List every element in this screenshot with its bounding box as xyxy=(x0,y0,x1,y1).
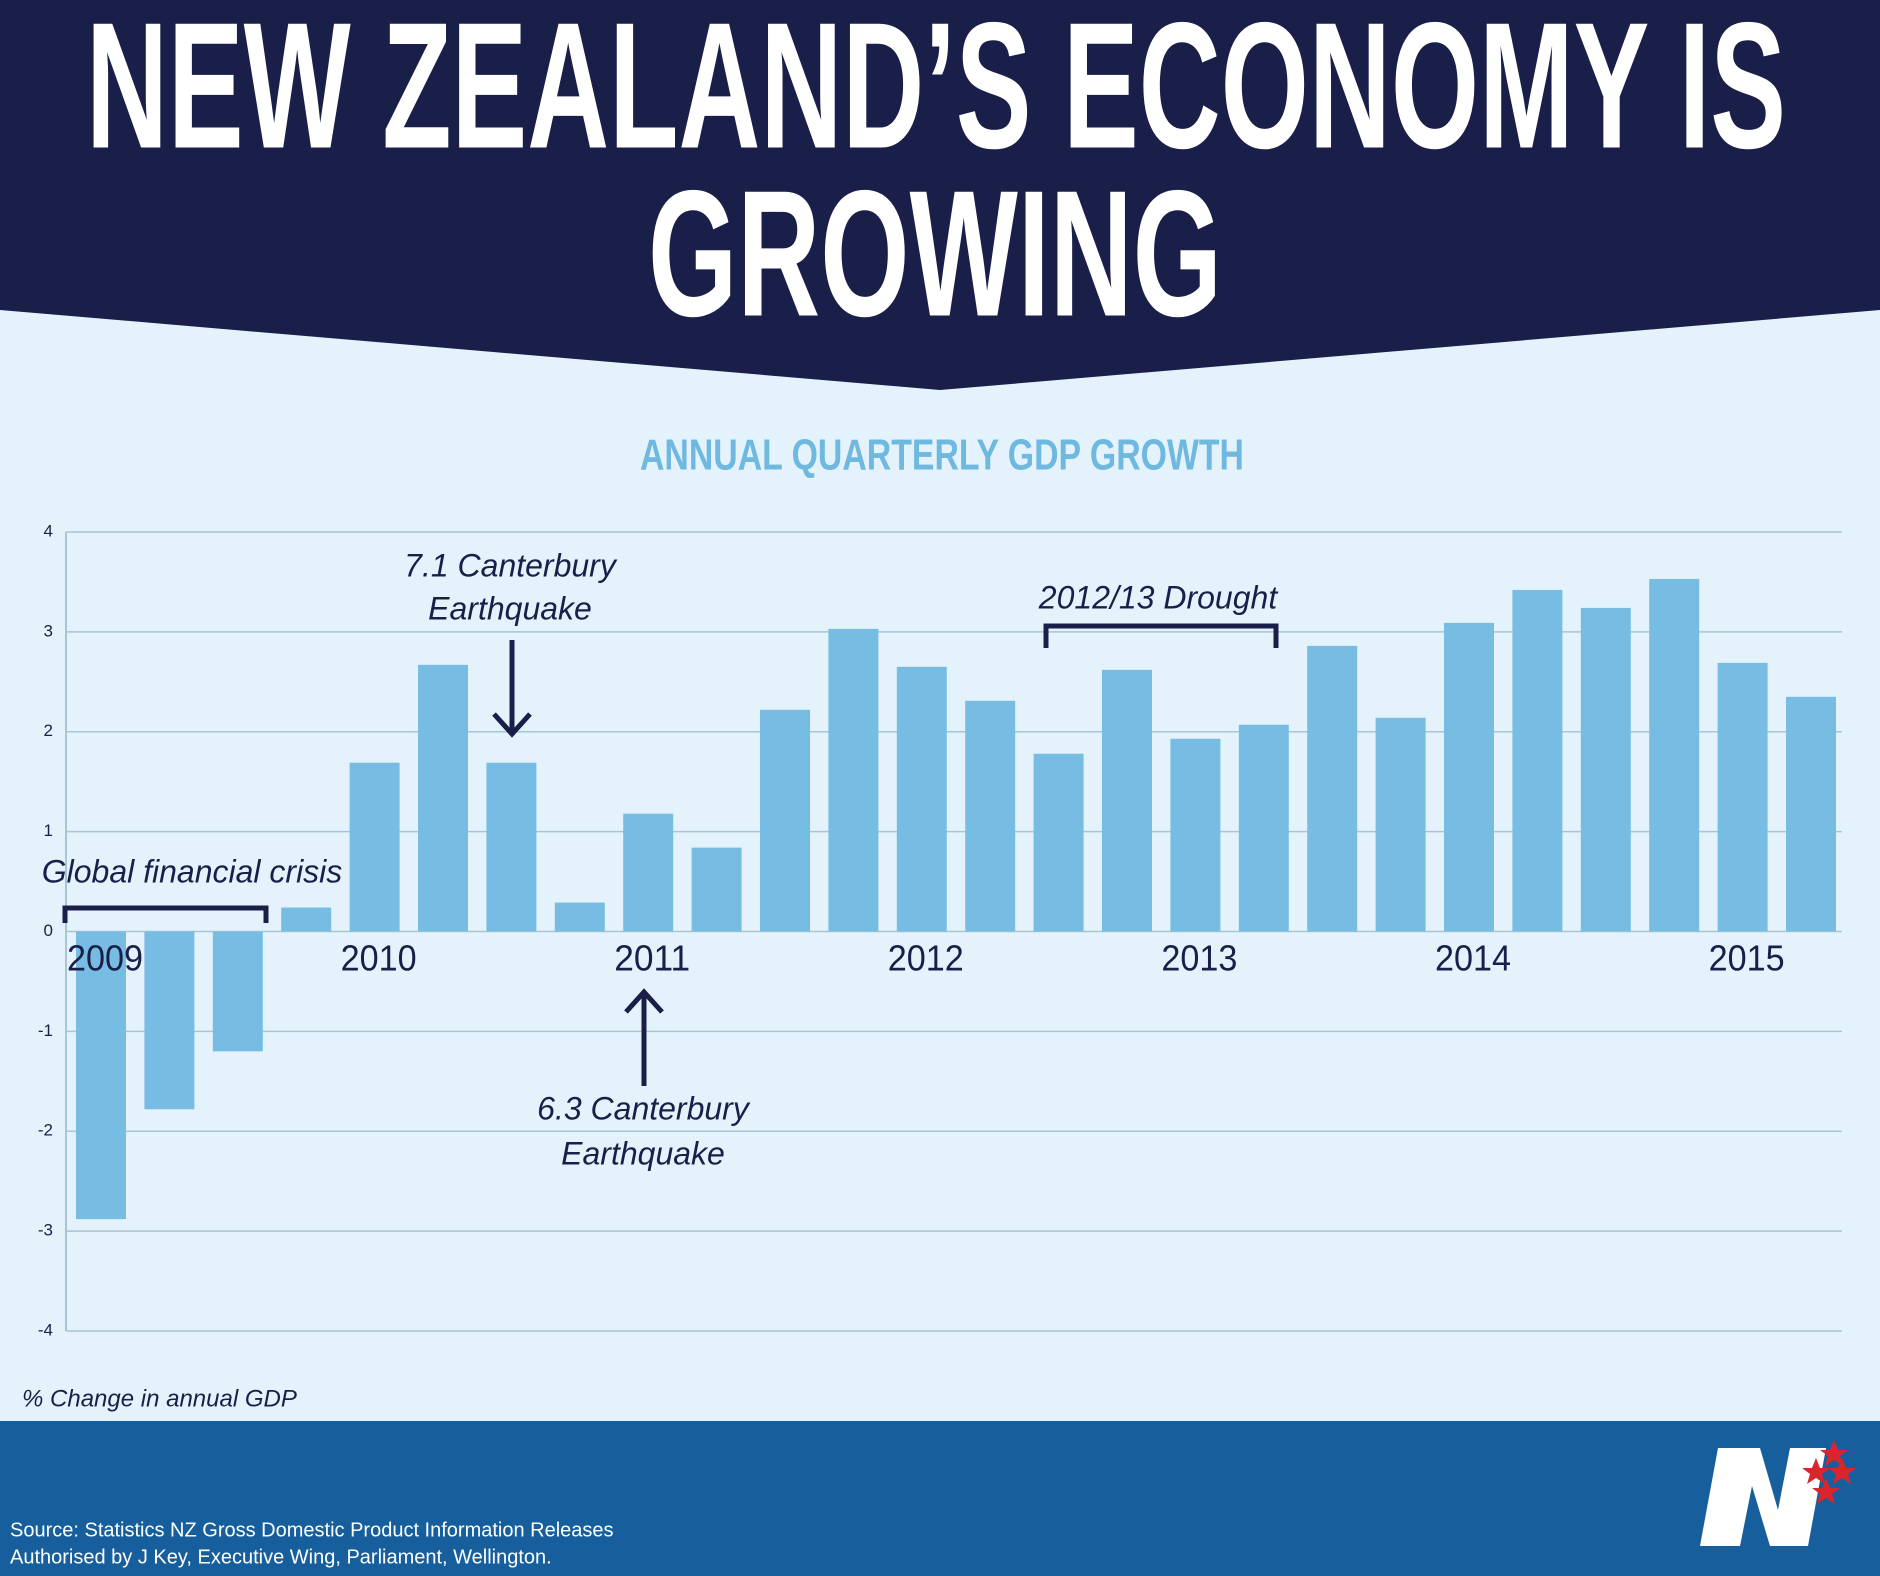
y-tick-label: 3 xyxy=(44,621,53,640)
y-tick-label: -4 xyxy=(38,1320,53,1339)
bar xyxy=(1786,696,1836,932)
bar xyxy=(554,902,605,932)
x-tick-label: 2013 xyxy=(1161,938,1237,979)
bracket xyxy=(1043,623,1279,648)
y-tick-label: 4 xyxy=(44,521,53,540)
header-banner xyxy=(0,0,1880,390)
x-tick-label: 2009 xyxy=(67,938,143,979)
annotation: Earthquake xyxy=(561,1135,725,1171)
bar xyxy=(418,664,468,932)
bar xyxy=(1238,724,1289,932)
annotation: Earthquake xyxy=(428,590,592,626)
y-tick-label: 1 xyxy=(44,821,53,840)
bar xyxy=(486,762,537,932)
bar xyxy=(896,666,947,932)
footer-source: Source: Statistics NZ Gross Domestic Pro… xyxy=(10,1519,614,1541)
y-tick-label: -3 xyxy=(38,1221,53,1240)
annotation: Global financial crisis xyxy=(42,853,343,889)
arrow xyxy=(492,640,532,738)
bar xyxy=(349,762,400,932)
footer-band xyxy=(0,1421,1880,1576)
bar xyxy=(1033,753,1084,932)
bar xyxy=(76,931,126,1220)
annotation: 7.1 Canterbury xyxy=(404,547,618,583)
y-tick-label: 2 xyxy=(44,721,53,740)
bar xyxy=(212,931,263,1052)
title-line: GROWING xyxy=(648,154,1222,355)
bar xyxy=(1170,738,1221,932)
annotation: 2012/13 Drought xyxy=(1038,579,1279,615)
footer-authorised: Authorised by J Key, Executive Wing, Par… xyxy=(10,1546,552,1568)
annotation: 6.3 Canterbury xyxy=(537,1090,751,1126)
bar xyxy=(760,709,810,932)
x-tick-label: 2011 xyxy=(614,938,690,979)
arrow xyxy=(624,988,664,1086)
y-tick-label: -1 xyxy=(38,1021,53,1040)
bar xyxy=(965,700,1016,932)
plot-area: -4 -3 -2 -1 0 1 2 3 4 2009 2010 2011 2012 2013 2014 201… xyxy=(38,521,1842,1339)
bar xyxy=(828,628,879,932)
x-tick-label: 2012 xyxy=(888,938,964,979)
x-tick-label: 2015 xyxy=(1709,938,1785,979)
bar xyxy=(691,847,742,932)
title-line: NEW ZEALAND’S ECONOMY IS xyxy=(86,0,1786,187)
y-axis-label: % Change in annual GDP xyxy=(22,1385,297,1412)
bar xyxy=(623,813,674,932)
bar xyxy=(1512,589,1563,932)
bar xyxy=(1717,662,1768,932)
bar xyxy=(281,907,332,932)
bracket xyxy=(62,905,269,923)
bar xyxy=(144,931,195,1110)
x-tick-label: 2010 xyxy=(341,938,417,979)
bar xyxy=(1102,669,1152,932)
bar xyxy=(1649,578,1700,932)
bar xyxy=(1375,717,1426,932)
chart-subtitle: ANNUAL QUARTERLY GDP GROWTH xyxy=(640,431,1244,480)
logo xyxy=(1700,1440,1856,1546)
bar xyxy=(1580,607,1631,932)
bar xyxy=(1307,645,1358,932)
bar xyxy=(1444,622,1494,932)
x-tick-label: 2014 xyxy=(1435,938,1511,979)
y-tick-label: 0 xyxy=(44,921,53,940)
y-tick-label: -2 xyxy=(38,1121,53,1140)
